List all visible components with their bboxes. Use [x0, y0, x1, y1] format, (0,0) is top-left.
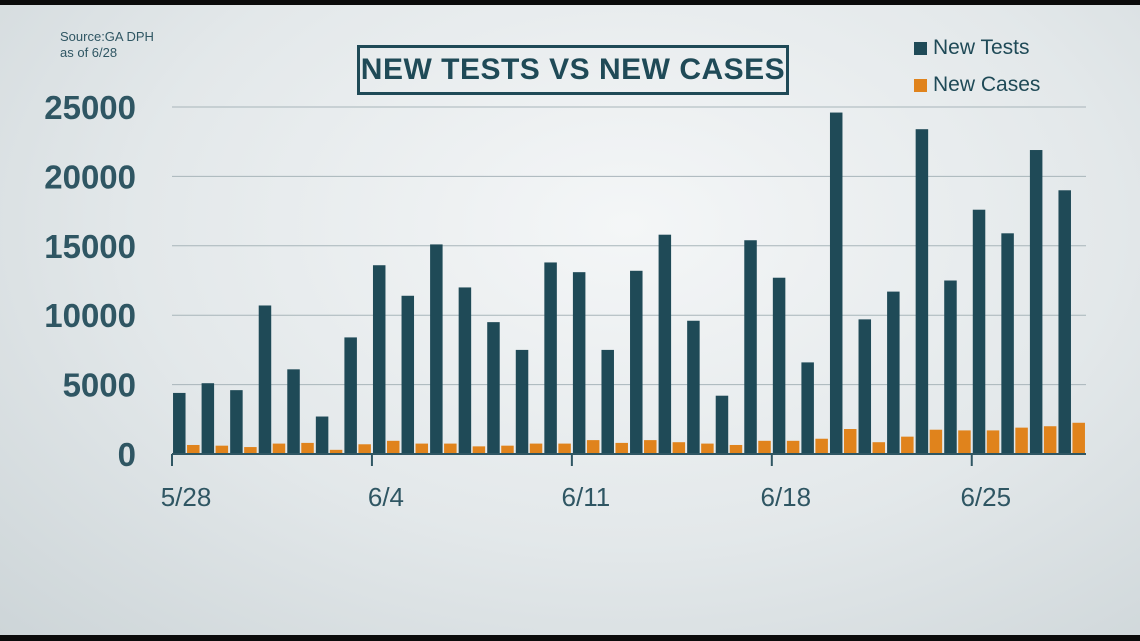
bar-new-cases — [558, 443, 571, 454]
y-tick-label: 20000 — [44, 158, 136, 195]
bar-new-tests — [515, 349, 529, 454]
bar-new-tests — [715, 395, 729, 454]
y-tick-label: 10000 — [44, 297, 136, 334]
y-tick-label: 15000 — [44, 228, 136, 265]
bar-new-tests — [887, 291, 900, 454]
y-tick-label: 0 — [118, 436, 136, 473]
bar-new-cases — [1072, 422, 1085, 454]
bar-new-cases — [415, 443, 429, 454]
bar-new-tests — [487, 322, 500, 454]
bar-new-cases — [301, 442, 314, 454]
bar-new-tests — [572, 272, 586, 454]
bar-new-tests — [1029, 150, 1043, 454]
bar-new-tests — [915, 129, 929, 454]
bar-new-cases — [529, 443, 543, 454]
bar-new-cases — [1043, 426, 1057, 454]
bar-new-tests — [401, 295, 415, 454]
y-tick-label: 5000 — [63, 367, 136, 404]
x-tick-label: 6/4 — [368, 482, 404, 512]
bar-new-cases — [501, 445, 514, 454]
bar-new-tests — [801, 362, 814, 454]
bar-new-cases — [872, 442, 886, 454]
bar-new-cases — [958, 430, 971, 454]
legend-label-new-tests: New Tests — [933, 36, 1030, 59]
bar-new-tests — [944, 280, 957, 454]
bar-new-cases — [815, 438, 828, 454]
bar-new-cases — [1015, 427, 1028, 454]
legend-item-new-tests: New Tests — [914, 36, 1029, 60]
legend-label-new-cases: New Cases — [933, 73, 1041, 96]
bar-new-cases — [358, 444, 371, 454]
as-of-date: as of 6/28 — [60, 45, 118, 60]
chart-title-box: NEW TESTS VS NEW CASES — [357, 45, 789, 95]
bar-new-cases — [758, 440, 771, 454]
bar-new-tests — [1058, 190, 1071, 454]
bar-new-cases — [786, 440, 800, 454]
bar-new-tests — [829, 112, 843, 454]
bar-new-cases — [187, 444, 200, 454]
bar-new-cases — [843, 429, 857, 454]
bar-new-tests — [1001, 233, 1014, 454]
bar-new-cases — [444, 443, 457, 454]
bar-new-tests — [601, 349, 614, 454]
bar-new-cases — [272, 443, 286, 454]
bar-new-cases — [586, 440, 600, 454]
bar-new-tests — [173, 392, 186, 454]
bar-new-cases — [386, 440, 400, 454]
bar-new-tests — [630, 270, 643, 454]
bar-new-tests — [372, 265, 386, 454]
bar-new-tests — [544, 262, 557, 454]
bar-new-tests — [430, 244, 443, 454]
bar-new-cases — [672, 442, 686, 454]
chart-frame: Source:GA DPH as of 6/28 NEW TESTS VS NE… — [0, 5, 1140, 635]
bar-new-tests — [258, 305, 272, 454]
bar-new-cases — [929, 429, 943, 454]
legend-swatch-new-cases — [914, 78, 927, 92]
bar-new-cases — [472, 446, 486, 454]
bar-new-cases — [615, 442, 628, 454]
bar-new-tests — [201, 383, 215, 454]
x-tick-label: 6/11 — [562, 482, 611, 512]
bar-new-cases — [644, 440, 657, 454]
x-tick-label: 6/25 — [960, 482, 1011, 512]
bar-new-cases — [701, 443, 714, 454]
chart-title: NEW TESTS VS NEW CASES — [360, 53, 786, 86]
bar-new-tests — [230, 390, 243, 454]
legend-swatch-new-tests — [914, 41, 927, 55]
bar-new-tests — [287, 369, 300, 454]
bar-new-tests — [744, 240, 757, 454]
bar-new-cases — [244, 447, 257, 454]
bar-new-cases — [729, 444, 743, 454]
bar-new-tests — [344, 337, 357, 454]
bar-new-cases — [215, 445, 229, 454]
source-label: Source:GA DPH — [60, 29, 154, 44]
bar-new-tests — [658, 234, 672, 454]
bar-new-tests — [458, 287, 472, 454]
bar-new-tests — [687, 320, 700, 454]
x-tick-label: 6/18 — [761, 482, 812, 512]
bar-new-tests — [315, 416, 329, 454]
bar-new-tests — [972, 209, 986, 454]
bar-new-cases — [901, 436, 914, 454]
bar-new-tests — [858, 319, 872, 454]
bar-new-cases — [329, 449, 343, 454]
x-tick-label: 5/28 — [161, 482, 212, 512]
y-tick-label: 25000 — [44, 89, 136, 126]
bar-new-cases — [986, 430, 1000, 454]
source-note: Source:GA DPH as of 6/28 — [60, 29, 154, 61]
legend-item-new-cases: New Cases — [914, 73, 1040, 97]
bar-chart: 0 5000 10000 15000 20000 25000 5/28 6/4 6/11 6/18… — [44, 89, 1086, 512]
bar-new-tests — [772, 277, 786, 454]
